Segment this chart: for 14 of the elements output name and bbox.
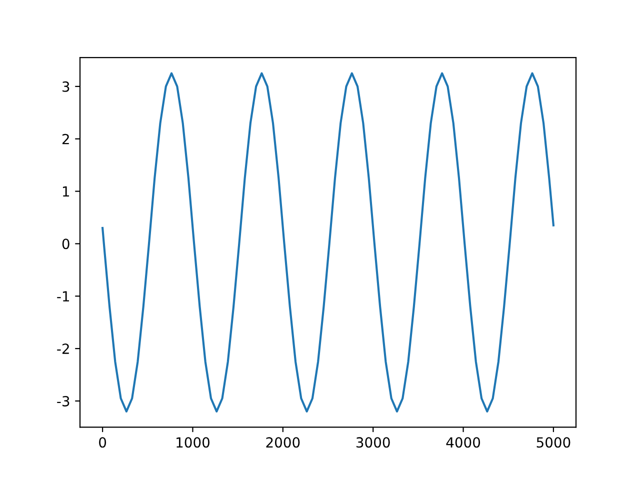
x-tick-label: 1000: [176, 437, 210, 448]
x-tick-label: 0: [99, 437, 106, 448]
x-tick-label: 3000: [356, 437, 390, 448]
x-tick-label: 2000: [266, 437, 300, 448]
y-tick-label: 3: [62, 81, 70, 92]
y-tick-label: 1: [62, 186, 69, 197]
x-tick-label: 4000: [446, 437, 480, 448]
y-tick-label: -3: [57, 396, 70, 406]
x-tick-label: 5000: [536, 437, 570, 448]
line-series: [102, 72, 554, 413]
y-tick-label: 2: [62, 134, 69, 144]
y-tick-label: -2: [57, 344, 69, 354]
y-tick-label: 0: [62, 238, 70, 250]
y-tick-label: -1: [57, 291, 69, 302]
